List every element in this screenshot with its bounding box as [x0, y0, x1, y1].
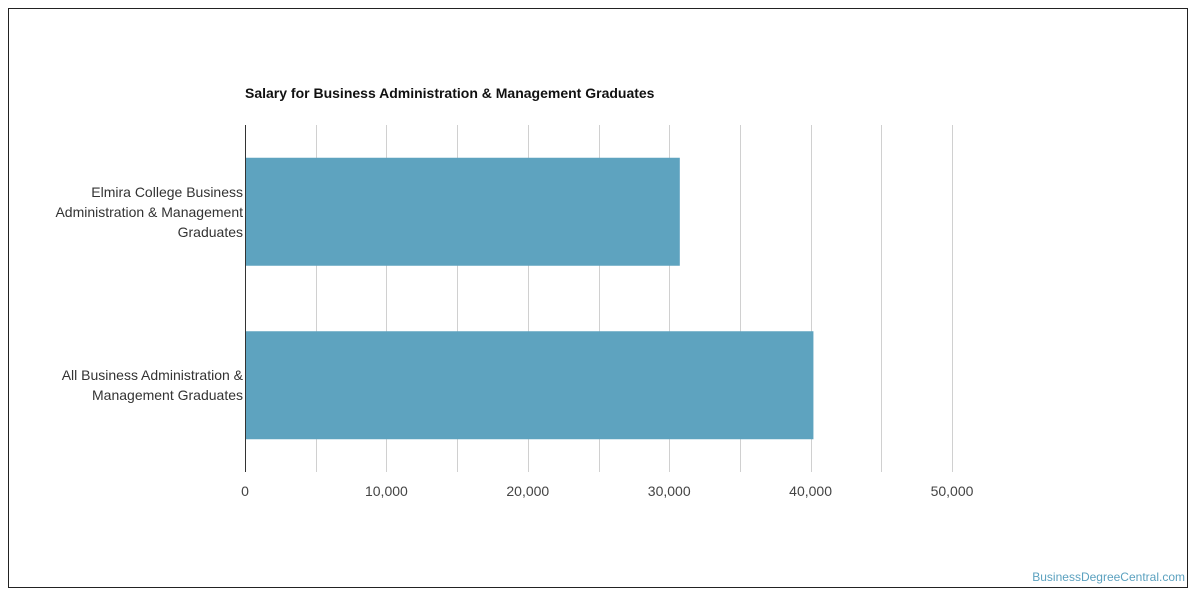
- category-label: Elmira College Business Administration & …: [55, 182, 243, 242]
- x-tick-label: 10,000: [365, 483, 408, 499]
- watermark[interactable]: BusinessDegreeCentral.com: [1032, 570, 1185, 584]
- category-label-line: Administration & Management: [55, 203, 243, 220]
- category-label-line: Elmira College Business: [91, 183, 243, 200]
- chart-title: Salary for Business Administration & Man…: [245, 85, 655, 101]
- x-tick-label: 40,000: [789, 483, 832, 499]
- x-tick-label: 0: [241, 483, 249, 499]
- chart-frame: [8, 8, 1188, 588]
- bar: [245, 157, 680, 266]
- category-label: All Business Administration & Management …: [62, 365, 243, 405]
- x-tick-label: 50,000: [931, 483, 974, 499]
- x-tick-label: 20,000: [506, 483, 549, 499]
- category-label-line: Graduates: [177, 223, 243, 240]
- category-label-line: Management Graduates: [92, 387, 243, 404]
- x-tick-label: 30,000: [648, 483, 691, 499]
- bar: [245, 331, 814, 440]
- category-label-line: All Business Administration &: [61, 367, 243, 384]
